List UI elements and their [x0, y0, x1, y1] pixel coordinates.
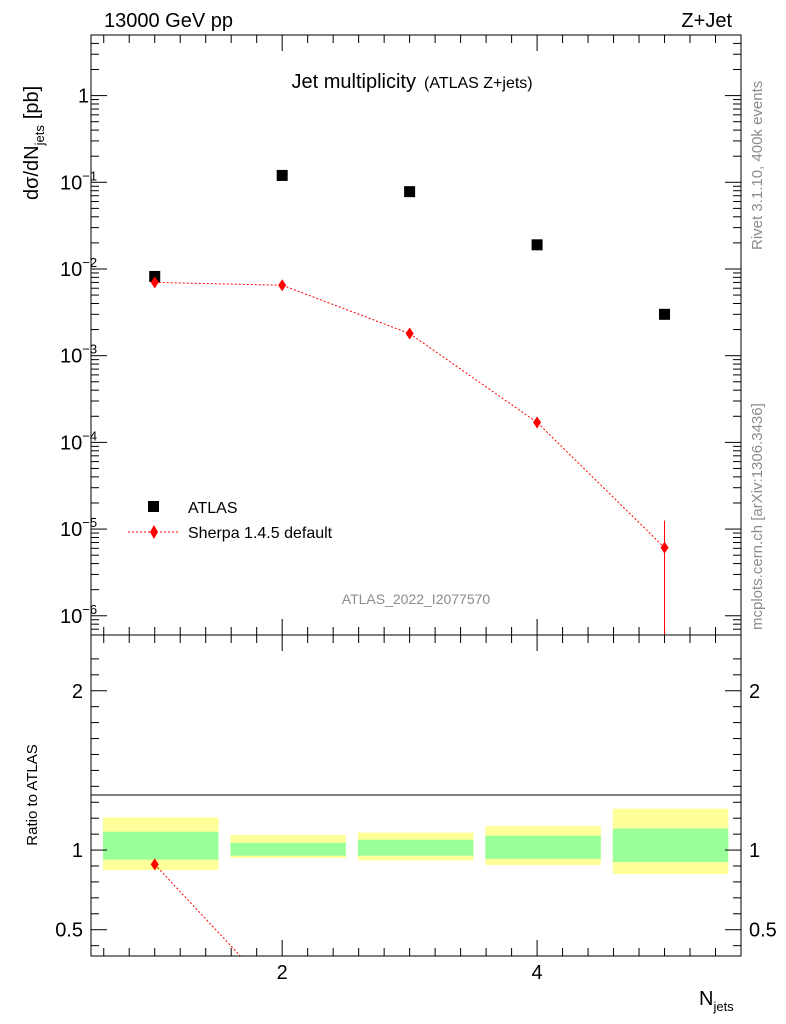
- sherpa-line: [154, 281, 665, 549]
- y-label-sub: jets: [32, 125, 47, 147]
- sherpa-point: [405, 327, 414, 340]
- ratio-y-tick-label-left: 1: [72, 840, 83, 862]
- y-label-main: dσ/dN: [21, 145, 43, 200]
- x-label-main: N: [699, 988, 713, 1010]
- main-y-axis: 10−610−510−410−310−210−11: [60, 34, 741, 636]
- y-tick-exp: −4: [82, 428, 97, 443]
- x-tick-label: 2: [277, 962, 288, 984]
- main-x-axis: [103, 35, 717, 635]
- y-tick-base: 1: [78, 86, 89, 108]
- main-panel: 10−610−510−410−310−210−11 Jet multiplici…: [21, 34, 742, 636]
- ratio-band-green: [103, 831, 219, 860]
- y-tick-base: 10: [60, 172, 82, 194]
- mcplots-label: mcplots.cern.ch [arXiv:1306.3436]: [749, 403, 766, 630]
- energy-label: 13000 GeV pp: [104, 10, 233, 32]
- x-tick-label: 4: [532, 962, 543, 984]
- process-label: Z+Jet: [681, 10, 732, 32]
- y-tick-label: 1: [78, 86, 89, 108]
- ratio-y-tick-label-right: 2: [749, 681, 760, 703]
- y-tick-label: 10−3: [60, 342, 97, 368]
- legend-atlas-marker: [148, 501, 159, 512]
- atlas-point: [276, 169, 288, 181]
- y-tick-label: 10−5: [60, 515, 97, 541]
- legend-sherpa-label: Sherpa 1.4.5 default: [188, 525, 333, 542]
- ratio-band-green: [485, 835, 601, 859]
- legend-sherpa-marker: [150, 525, 158, 539]
- ratio-band-green: [612, 828, 729, 863]
- svg-text:dσ/dNjets[pb]: dσ/dNjets [pb]: [21, 86, 47, 200]
- rivet-label: Rivet 3.1.10, 400k events: [749, 81, 766, 250]
- x-axis-label: Njets: [699, 988, 734, 1014]
- y-tick-exp: −1: [82, 168, 97, 183]
- y-tick-exp: −3: [82, 342, 97, 357]
- y-tick-base: 10: [60, 432, 82, 454]
- chart-subtitle: (ATLAS Z+jets): [424, 75, 533, 92]
- sherpa-point: [660, 541, 669, 554]
- atlas-point: [404, 186, 416, 198]
- ratio-frame: [90, 634, 742, 957]
- x-label-sub: jets: [712, 999, 734, 1014]
- y-label-unit: [pb]: [21, 86, 43, 119]
- y-tick-base: 10: [60, 259, 82, 281]
- y-tick-exp: −6: [82, 602, 97, 617]
- sherpa-point: [278, 279, 287, 292]
- main-y-axis-label: dσ/dNjets [pb]: [21, 86, 47, 200]
- atlas-point: [531, 239, 543, 251]
- legend: ATLAS Sherpa 1.4.5 default: [128, 500, 333, 542]
- y-tick-label: 10−2: [60, 255, 97, 281]
- ratio-y-tick-label-right: 1: [749, 840, 760, 862]
- y-tick-label: 10−1: [60, 168, 97, 194]
- ratio-sherpa-point: [150, 858, 159, 871]
- chart-title: Jet multiplicity: [292, 71, 416, 93]
- y-tick-base: 10: [60, 346, 82, 368]
- ratio-y-tick-label-left: 2: [72, 681, 83, 703]
- atlas-point: [659, 308, 671, 320]
- ratio-y-tick-label-right: 0.5: [749, 920, 777, 942]
- y-tick-label: 10−6: [60, 602, 97, 628]
- ratio-y-tick-label-left: 0.5: [55, 920, 83, 942]
- y-tick-exp: −2: [82, 255, 97, 270]
- ratio-y-axis: 0.5 0.5 1 1 2 2: [55, 658, 777, 947]
- y-tick-base: 10: [60, 606, 82, 628]
- ratio-y-axis-label: Ratio to ATLAS: [24, 744, 41, 845]
- sherpa-point: [533, 416, 542, 429]
- ratio-bands: [103, 808, 729, 874]
- y-tick-base: 10: [60, 519, 82, 541]
- sherpa-point: [150, 276, 159, 289]
- y-tick-exp: −5: [82, 515, 97, 530]
- legend-atlas-label: ATLAS: [188, 500, 238, 517]
- y-tick-label: 10−4: [60, 428, 97, 454]
- ratio-sherpa-line: [154, 864, 241, 957]
- ratio-band-green: [230, 842, 346, 856]
- analysis-label: ATLAS_2022_I2077570: [342, 591, 491, 607]
- ratio-data: [150, 858, 241, 957]
- main-frame: [90, 34, 742, 636]
- main-data: [149, 169, 671, 635]
- ratio-band-green: [357, 839, 474, 856]
